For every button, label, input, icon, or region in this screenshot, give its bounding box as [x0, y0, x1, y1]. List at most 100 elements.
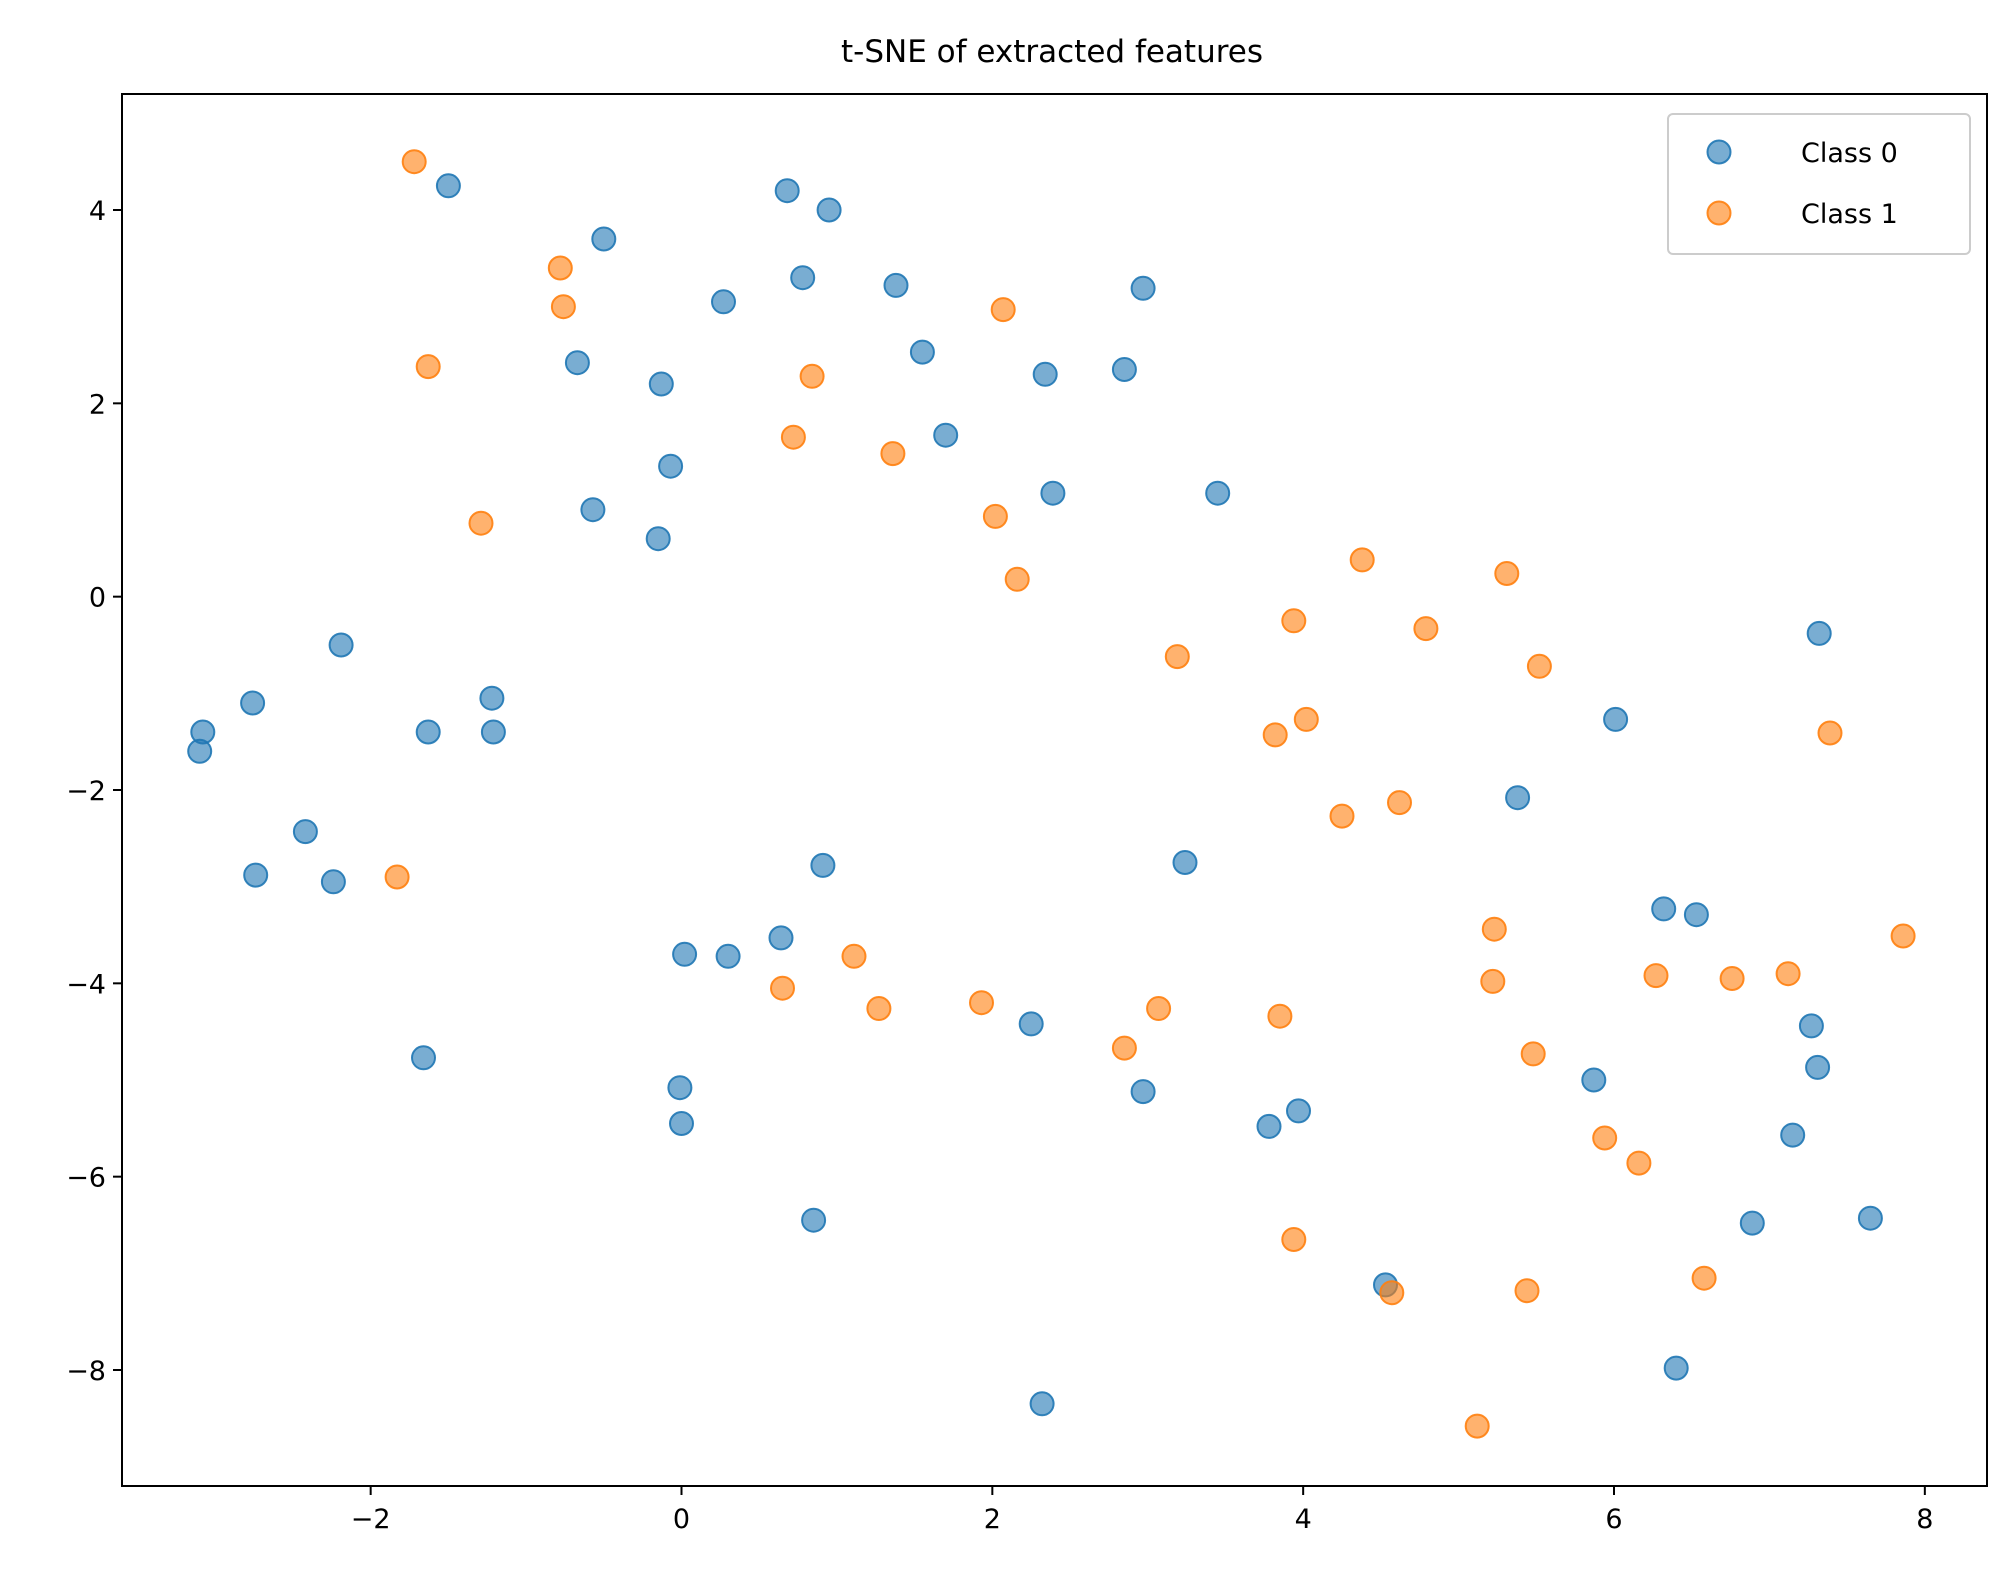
point-class0-0: [435, 173, 461, 199]
point-class1-4: [990, 297, 1016, 323]
point-class1-27: [866, 996, 892, 1021]
point-class1-39: [1281, 1227, 1307, 1252]
legend: Class 0 Class 1: [1667, 113, 1971, 255]
point-class1-37: [1592, 1125, 1618, 1151]
point-class1-18: [1293, 706, 1319, 732]
point-class1-31: [1267, 1003, 1293, 1029]
point-class0-33: [715, 943, 741, 969]
point-class0-14: [658, 453, 684, 479]
point-class1-24: [1890, 923, 1916, 949]
point-class0-48: [1683, 902, 1709, 928]
x-tick-label-3: 4: [1295, 1504, 1312, 1535]
point-class1-40: [1379, 1280, 1405, 1306]
point-class0-19: [328, 632, 354, 658]
x-axis: −2 0 2 4 6 8: [351, 1486, 1933, 1535]
point-class1-28: [969, 990, 994, 1016]
point-class0-37: [1130, 1079, 1156, 1105]
point-class0-11: [1111, 357, 1137, 382]
point-class0-12: [648, 371, 674, 397]
point-class0-16: [1205, 480, 1231, 506]
point-class0-53: [1739, 1210, 1765, 1236]
legend-label-0: Class 0: [1801, 138, 1898, 169]
y-tick-label-5: −6: [66, 1163, 106, 1194]
point-class0-43: [1029, 1391, 1055, 1417]
point-class0-3: [591, 226, 617, 252]
point-class1-41: [1514, 1278, 1540, 1304]
point-class0-18: [645, 526, 671, 552]
legend-marker-1: [1706, 200, 1732, 226]
point-class1-16: [1526, 653, 1552, 679]
point-class1-29: [1146, 996, 1172, 1021]
point-class0-21: [240, 690, 266, 716]
point-class0-34: [1018, 1011, 1044, 1037]
point-class0-5: [883, 272, 909, 298]
point-class0-45: [1603, 706, 1629, 732]
point-class0-17: [580, 497, 606, 523]
point-class1-25: [841, 943, 867, 969]
point-class0-2: [816, 197, 842, 223]
x-tick-label-1: 0: [673, 1504, 690, 1535]
point-class1-19: [1817, 720, 1843, 746]
point-class1-33: [1643, 963, 1669, 989]
point-class1-6: [780, 424, 806, 450]
point-class0-55: [1663, 1355, 1689, 1381]
point-class0-8: [909, 339, 935, 365]
point-class1-32: [1480, 968, 1506, 994]
point-class0-52: [1780, 1122, 1806, 1148]
point-class0-28: [320, 869, 346, 895]
point-class0-54: [1857, 1205, 1883, 1231]
x-tick-label-2: 2: [984, 1504, 1001, 1535]
point-class0-39: [1286, 1098, 1311, 1124]
y-tick-label-0: 4: [89, 196, 106, 227]
point-class1-42: [1691, 1265, 1717, 1291]
point-class1-35: [1775, 961, 1801, 987]
point-class1-1: [547, 255, 573, 281]
point-class1-13: [1494, 561, 1520, 586]
point-class1-12: [1349, 547, 1375, 573]
point-class0-9: [564, 350, 590, 376]
point-class0-29: [810, 852, 836, 878]
y-tick-label-2: 0: [89, 583, 106, 614]
point-class1-26: [770, 975, 795, 1001]
chart-title: t-SNE of extracted features: [841, 34, 1263, 70]
point-class0-25: [187, 738, 213, 764]
y-axis: 4 2 0 −2 −4 −6 −8: [66, 196, 122, 1387]
point-class0-27: [243, 862, 269, 888]
point-class0-32: [672, 941, 698, 967]
point-class1-15: [1413, 616, 1439, 642]
legend-box: [1667, 113, 1971, 255]
point-class0-6: [1130, 275, 1156, 301]
x-tick-label-4: 6: [1605, 1504, 1622, 1535]
point-class0-44: [1806, 620, 1832, 646]
point-class0-10: [1032, 361, 1058, 387]
x-tick-label-0: −2: [351, 1504, 391, 1535]
point-class0-15: [1040, 480, 1066, 506]
y-tick-label-6: −8: [66, 1356, 106, 1387]
point-class1-14: [1281, 608, 1307, 634]
point-class1-9: [982, 503, 1008, 529]
point-class0-49: [1798, 1013, 1824, 1039]
y-tick-label-3: −2: [66, 776, 106, 807]
point-class0-40: [1256, 1113, 1282, 1139]
legend-label-1: Class 1: [1801, 199, 1898, 230]
point-class0-4: [790, 265, 816, 291]
point-class1-34: [1719, 966, 1745, 991]
point-class0-35: [411, 1045, 436, 1071]
point-class0-23: [415, 719, 441, 745]
point-class1-10: [1004, 566, 1030, 592]
point-class0-38: [669, 1111, 694, 1136]
point-class0-24: [480, 719, 506, 745]
point-class0-51: [1581, 1067, 1607, 1093]
point-class1-36: [1520, 1041, 1546, 1067]
legend-marker-0: [1706, 139, 1732, 165]
point-class0-46: [1505, 785, 1531, 811]
point-class0-26: [292, 819, 318, 845]
point-class1-17: [1262, 722, 1288, 748]
point-class1-20: [1329, 803, 1355, 829]
y-tick-label-4: −4: [66, 969, 106, 1000]
point-class1-43: [1464, 1413, 1490, 1439]
point-class0-20: [479, 685, 505, 711]
y-tick-label-1: 2: [89, 389, 106, 420]
point-class1-21: [1387, 790, 1412, 816]
